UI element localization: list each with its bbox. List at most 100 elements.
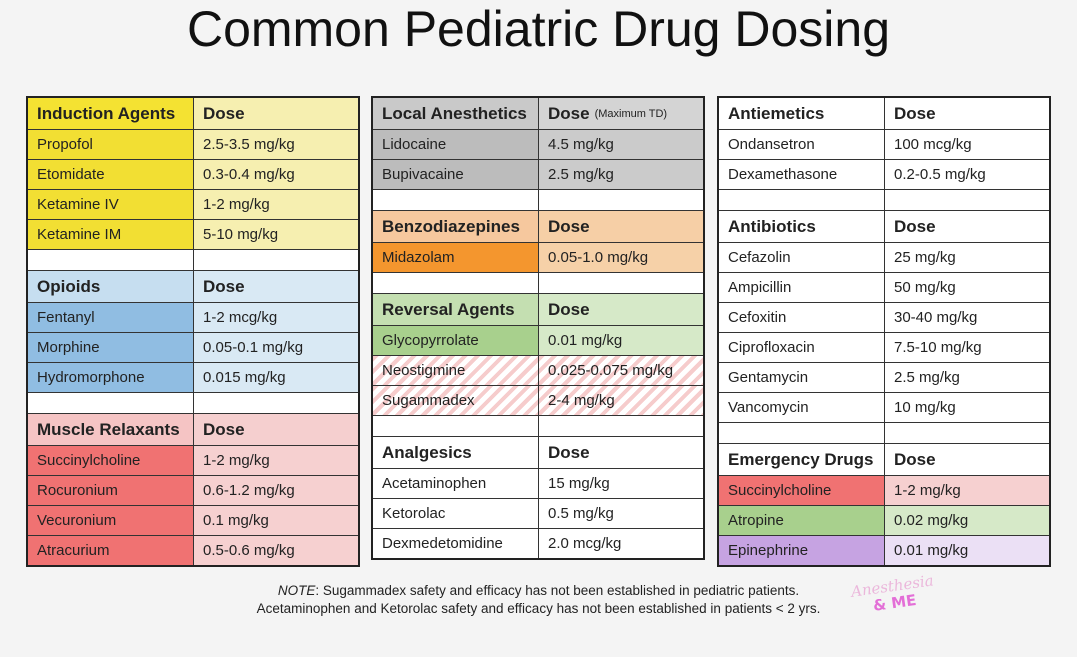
- drug-row: Hydromorphone 0.015 mg/kg: [28, 363, 358, 393]
- drug-dose: 25 mg/kg: [885, 243, 1049, 272]
- drug-row: Ciprofloxacin 7.5-10 mg/kg: [719, 333, 1049, 363]
- spacer-cell: [373, 273, 539, 293]
- dose-header-text: Dose: [548, 103, 590, 123]
- dose-header: Dose: [885, 444, 1049, 475]
- dose-header-text: Dose: [203, 276, 245, 296]
- drug-dose: 0.015 mg/kg: [194, 363, 358, 392]
- drug-dose: 2.5-3.5 mg/kg: [194, 130, 358, 159]
- section-header: Analgesics Dose: [373, 437, 703, 469]
- section-header: Opioids Dose: [28, 271, 358, 303]
- dose-header-text: Dose: [548, 299, 590, 319]
- spacer-row: [373, 416, 703, 437]
- drug-dose: 1-2 mg/kg: [194, 446, 358, 475]
- drug-name: Atracurium: [28, 536, 194, 565]
- section-header: Benzodiazepines Dose: [373, 211, 703, 243]
- spacer-cell: [719, 423, 885, 443]
- dose-header-text: Dose: [894, 449, 936, 469]
- title: Common Pediatric Drug Dosing: [186, 1, 891, 57]
- dose-header-text: Dose: [894, 103, 936, 123]
- dose-header-text: Dose: [203, 419, 245, 439]
- spacer-cell: [719, 190, 885, 210]
- drug-row: Succinylcholine 1-2 mg/kg: [28, 446, 358, 476]
- drug-dose: 0.025-0.075 mg/kg: [539, 356, 703, 385]
- drug-name: Sugammadex: [373, 386, 539, 415]
- drug-dose: 0.3-0.4 mg/kg: [194, 160, 358, 189]
- drug-row: Acetaminophen 15 mg/kg: [373, 469, 703, 499]
- table-column: Local Anesthetics Dose (Maximum TD) Lidocai…: [371, 96, 705, 560]
- drug-dose: 0.05-0.1 mg/kg: [194, 333, 358, 362]
- drug-row: Vecuronium 0.1 mg/kg: [28, 506, 358, 536]
- spacer-row: [719, 190, 1049, 211]
- dose-header-text: Dose: [548, 442, 590, 462]
- dose-header: Dose: [885, 98, 1049, 129]
- drug-name: Vecuronium: [28, 506, 194, 535]
- drug-row: Rocuronium 0.6-1.2 mg/kg: [28, 476, 358, 506]
- drug-name: Succinylcholine: [719, 476, 885, 505]
- drug-row: Midazolam 0.05-1.0 mg/kg: [373, 243, 703, 273]
- spacer-cell: [373, 190, 539, 210]
- drug-row: Ampicillin 50 mg/kg: [719, 273, 1049, 303]
- drug-name: Cefazolin: [719, 243, 885, 272]
- drug-dose: 2.0 mcg/kg: [539, 529, 703, 558]
- drug-dose: 2-4 mg/kg: [539, 386, 703, 415]
- spacer-row: [373, 273, 703, 294]
- section-header: Local Anesthetics Dose (Maximum TD): [373, 98, 703, 130]
- note-label: NOTE: [277, 583, 316, 598]
- drug-dose: 7.5-10 mg/kg: [885, 333, 1049, 362]
- spacer-row: [28, 250, 358, 271]
- spacer-cell: [885, 190, 1049, 210]
- drug-row: Dexamethasone 0.2-0.5 mg/kg: [719, 160, 1049, 190]
- spacer-cell: [373, 416, 539, 436]
- section-title: Antiemetics: [719, 98, 885, 129]
- drug-dose: 5-10 mg/kg: [194, 220, 358, 249]
- table-column: Induction Agents Dose Propofol 2.5-3.5 mg/k…: [26, 96, 360, 567]
- drug-dose: 30-40 mg/kg: [885, 303, 1049, 332]
- drug-name: Neostigmine: [373, 356, 539, 385]
- drug-dose: 1-2 mcg/kg: [194, 303, 358, 332]
- dose-header: Dose: [539, 294, 703, 325]
- drug-row: Ketamine IV 1-2 mg/kg: [28, 190, 358, 220]
- drug-dose: 0.2-0.5 mg/kg: [885, 160, 1049, 189]
- drug-name: Dexmedetomidine: [373, 529, 539, 558]
- dose-header-text: Dose: [894, 216, 936, 236]
- spacer-cell: [194, 250, 358, 270]
- section-title: Analgesics: [373, 437, 539, 468]
- drug-name: Hydromorphone: [28, 363, 194, 392]
- drug-dose: 15 mg/kg: [539, 469, 703, 498]
- section-header: Muscle Relaxants Dose: [28, 414, 358, 446]
- drug-name: Succinylcholine: [28, 446, 194, 475]
- dose-header: Dose: [194, 98, 358, 129]
- drug-name: Ketorolac: [373, 499, 539, 528]
- section-title: Reversal Agents: [373, 294, 539, 325]
- section-header: Antibiotics Dose: [719, 211, 1049, 243]
- section-header: Induction Agents Dose: [28, 98, 358, 130]
- section-header: Reversal Agents Dose: [373, 294, 703, 326]
- drug-row: Propofol 2.5-3.5 mg/kg: [28, 130, 358, 160]
- drug-dose: 0.5-0.6 mg/kg: [194, 536, 358, 565]
- section-title: Local Anesthetics: [373, 98, 539, 129]
- drug-row: Sugammadex 2-4 mg/kg: [373, 386, 703, 416]
- drug-row: Atropine 0.02 mg/kg: [719, 506, 1049, 536]
- drug-row: Dexmedetomidine 2.0 mcg/kg: [373, 529, 703, 558]
- drug-row: Ketorolac 0.5 mg/kg: [373, 499, 703, 529]
- drug-name: Ampicillin: [719, 273, 885, 302]
- drug-name: Ketamine IM: [28, 220, 194, 249]
- drug-name: Fentanyl: [28, 303, 194, 332]
- drug-name: Midazolam: [373, 243, 539, 272]
- drug-name: Bupivacaine: [373, 160, 539, 189]
- dose-header: Dose: [194, 414, 358, 445]
- drug-dose: 0.5 mg/kg: [539, 499, 703, 528]
- drug-row: Ketamine IM 5-10 mg/kg: [28, 220, 358, 250]
- drug-dose: 0.02 mg/kg: [885, 506, 1049, 535]
- table-column: Antiemetics Dose Ondansetron 100 mcg/kg Dexa…: [717, 96, 1051, 567]
- drug-row: Fentanyl 1-2 mcg/kg: [28, 303, 358, 333]
- drug-row: Vancomycin 10 mg/kg: [719, 393, 1049, 423]
- drug-row: Bupivacaine 2.5 mg/kg: [373, 160, 703, 190]
- dose-header: Dose (Maximum TD): [539, 98, 703, 129]
- drug-name: Ondansetron: [719, 130, 885, 159]
- drug-name: Glycopyrrolate: [373, 326, 539, 355]
- drug-row: Ondansetron 100 mcg/kg: [719, 130, 1049, 160]
- drug-name: Cefoxitin: [719, 303, 885, 332]
- section-title: Induction Agents: [28, 98, 194, 129]
